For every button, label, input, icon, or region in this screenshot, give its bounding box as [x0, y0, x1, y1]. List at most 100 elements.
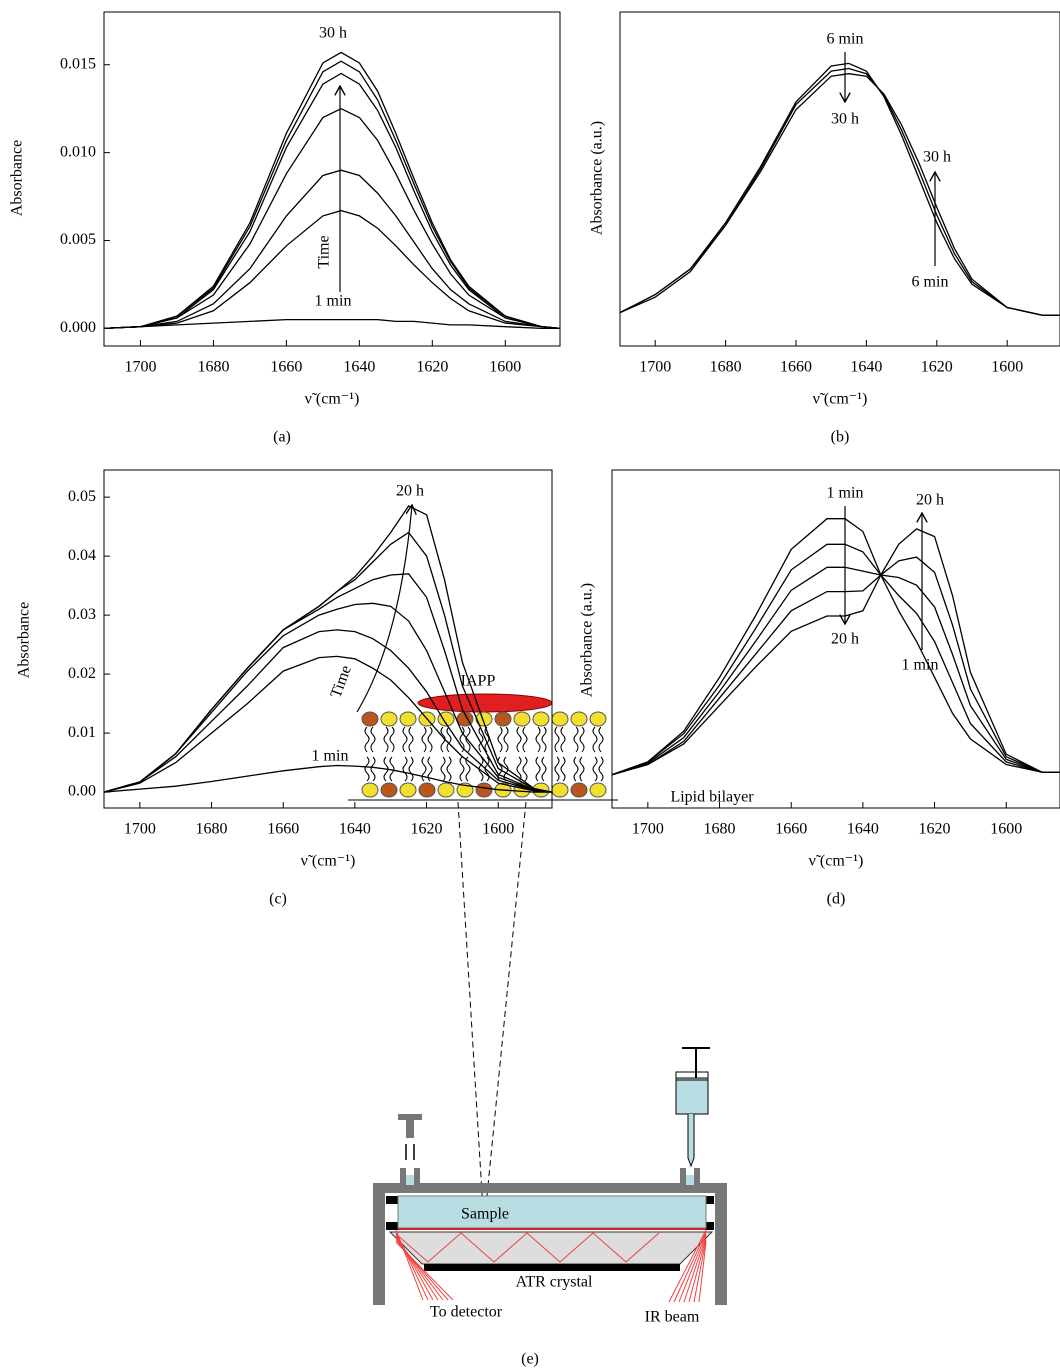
lipid-tail: [535, 726, 541, 753]
lipid-tail: [516, 726, 522, 753]
ir-beam-ray: [673, 1231, 707, 1303]
annotation: 30 h: [319, 25, 347, 42]
lipid-tail: [364, 726, 370, 753]
seal: [386, 1222, 400, 1230]
lipid-tail: [541, 756, 547, 782]
lipid-tail: [598, 756, 604, 782]
lipid-head: [399, 711, 417, 727]
line-series: [619, 67, 1060, 316]
crystal: [388, 1231, 714, 1265]
lipid-tail: [541, 726, 547, 753]
x-tick-label: 1660: [775, 821, 807, 838]
annotation: Time: [316, 235, 333, 268]
y-tick-label: 0.005: [60, 231, 96, 248]
annotation: 1 min: [827, 485, 864, 502]
label: ATR crystal: [516, 1274, 593, 1291]
chart: 1700 1680 1660 1640 1620 1600 ν̃ (cm⁻¹) Absorba…: [589, 11, 1060, 446]
caption: (e): [521, 1351, 539, 1368]
line-series: [611, 518, 1060, 776]
lipid-tail: [573, 726, 579, 753]
x-tick-label: 1620: [416, 359, 448, 376]
caption: (b): [831, 429, 850, 446]
seal: [700, 1222, 714, 1230]
y-axis-label: Absorbance: [9, 140, 26, 216]
lipid-head: [380, 711, 398, 727]
x-tick-label: 1620: [411, 821, 443, 838]
annotation: 30 h: [923, 149, 951, 166]
seal: [386, 1196, 400, 1204]
lipid-tail: [560, 756, 566, 782]
x-tick-label: 1700: [632, 821, 664, 838]
y-tick-label: 0.00: [68, 783, 96, 800]
port: [680, 1168, 686, 1183]
lipid-tail: [592, 756, 598, 782]
annotation-bg: [316, 232, 334, 272]
x-tick-label: 1700: [639, 359, 671, 376]
lipid-tail: [389, 756, 395, 782]
lipid-head: [475, 711, 493, 727]
zoom-line: [457, 801, 485, 1227]
x-tick-label: 1620: [919, 821, 951, 838]
lipid-tail: [370, 726, 376, 753]
x-axis-label: ν̃ (cm⁻¹): [813, 391, 868, 408]
lipid-head: [551, 711, 569, 727]
lipid-tail: [421, 756, 427, 782]
tap: [406, 1120, 414, 1138]
x-tick-label: 1700: [124, 359, 156, 376]
chart: 1700 1680 1660 1640 1620 1600 ν̃ (cm⁻¹) Absorba…: [579, 469, 1060, 908]
x-tick-label: 1640: [847, 821, 879, 838]
x-tick-label: 1600: [990, 821, 1022, 838]
lipid-bilayer: [361, 711, 607, 798]
y-tick-label: 0.02: [68, 665, 96, 682]
line-series: [103, 602, 553, 793]
lipid-tail: [408, 756, 414, 782]
lipid-tail: [554, 756, 560, 782]
lipid-tail: [554, 726, 560, 753]
line-series: [103, 629, 553, 793]
x-tick-label: 1600: [482, 821, 514, 838]
line-series: [103, 318, 560, 330]
lipid-tail: [598, 726, 604, 753]
x-axis-label: ν̃ (cm⁻¹): [809, 853, 864, 870]
lipid-tail: [440, 756, 446, 782]
chart: 1700 1680 1660 1640 1620 1600 0.000 0.005 0.010 0…: [9, 11, 561, 446]
line-series: [103, 655, 553, 793]
line-series: [619, 62, 1060, 316]
lipid-tail: [383, 726, 389, 753]
lipid-tail: [503, 726, 509, 753]
y-axis-label: Absorbance (a.u.): [589, 121, 606, 235]
y-axis-label: Absorbance: [16, 602, 33, 678]
x-tick-label: 1600: [489, 359, 521, 376]
lipid-head: [589, 782, 607, 798]
lipid-tail: [522, 726, 528, 753]
plot-frame: [103, 11, 561, 347]
line-series: [103, 51, 561, 330]
port: [400, 1168, 406, 1183]
cell-wall: [715, 1193, 727, 1305]
lipid-tail: [465, 726, 471, 753]
label: IAPP: [461, 673, 496, 690]
ir-beam-ray: [683, 1235, 707, 1303]
annotation: 6 min: [912, 274, 949, 291]
line-series: [611, 566, 1060, 776]
ir-beam-path: [395, 1232, 660, 1263]
lipid-head: [589, 711, 607, 727]
line-series: [619, 73, 1060, 316]
ir-beam: [395, 1229, 707, 1303]
line-series: [611, 528, 1060, 776]
x-tick-label: 1660: [270, 359, 302, 376]
chart: 1700 1680 1660 1640 1620 1600 0.00 0.01 0.02 0.03…: [16, 469, 553, 908]
y-tick-label: 0.04: [68, 547, 96, 564]
lipid-head: [513, 711, 531, 727]
cell-wall: [373, 1193, 385, 1305]
lipid-tail: [364, 756, 370, 782]
annotation: 1 min: [312, 748, 349, 765]
y-tick-label: 0.000: [60, 319, 96, 336]
ir-beam-ray: [698, 1241, 707, 1303]
lipid-tail: [579, 756, 585, 782]
lipid-head: [551, 782, 569, 798]
line-series: [103, 209, 561, 330]
label: Sample: [461, 1206, 509, 1223]
lipid-tail: [408, 726, 414, 753]
